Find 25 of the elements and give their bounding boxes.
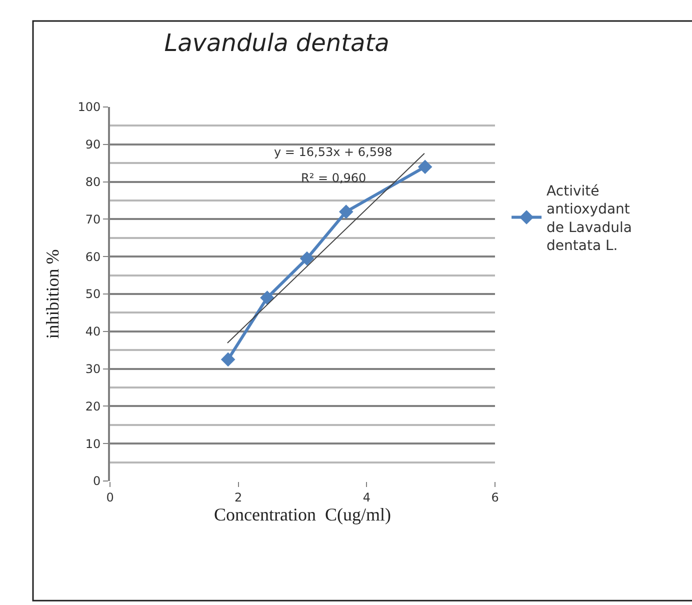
y-tick-label: 30 xyxy=(85,362,101,376)
point xyxy=(418,160,432,174)
y-axis-title: inhibition % xyxy=(42,249,62,339)
point xyxy=(260,290,274,305)
x-tick-label: 0 xyxy=(106,490,114,504)
point xyxy=(338,204,354,219)
y-tick-label: 60 xyxy=(85,250,101,264)
x-axis-title: Concentration C(ug/ml) xyxy=(214,504,391,524)
y-tick-label: 80 xyxy=(85,175,101,189)
y-tick-label: 10 xyxy=(85,436,101,451)
chart-title: Lavandula dentata xyxy=(164,28,390,57)
annotation: y = 16,53x + 6,598 xyxy=(274,145,392,159)
x-tick-label: 6 xyxy=(491,490,499,504)
y-tick-label: 50 xyxy=(85,287,101,302)
y-tick-label: 70 xyxy=(85,212,101,226)
y-tick-label: 20 xyxy=(85,399,101,414)
y-tick-label: 100 xyxy=(78,100,101,114)
y-tick-label: 0 xyxy=(92,474,101,488)
legend-label: Activité antioxydant de Lavadula dentata L. xyxy=(546,183,632,254)
point xyxy=(220,352,236,367)
y-tick-label: 90 xyxy=(85,138,101,152)
x-tick-label: 4 xyxy=(362,490,370,504)
point xyxy=(300,251,314,266)
x-tick-label: 2 xyxy=(234,490,242,504)
y-tick-label: 40 xyxy=(85,324,101,339)
